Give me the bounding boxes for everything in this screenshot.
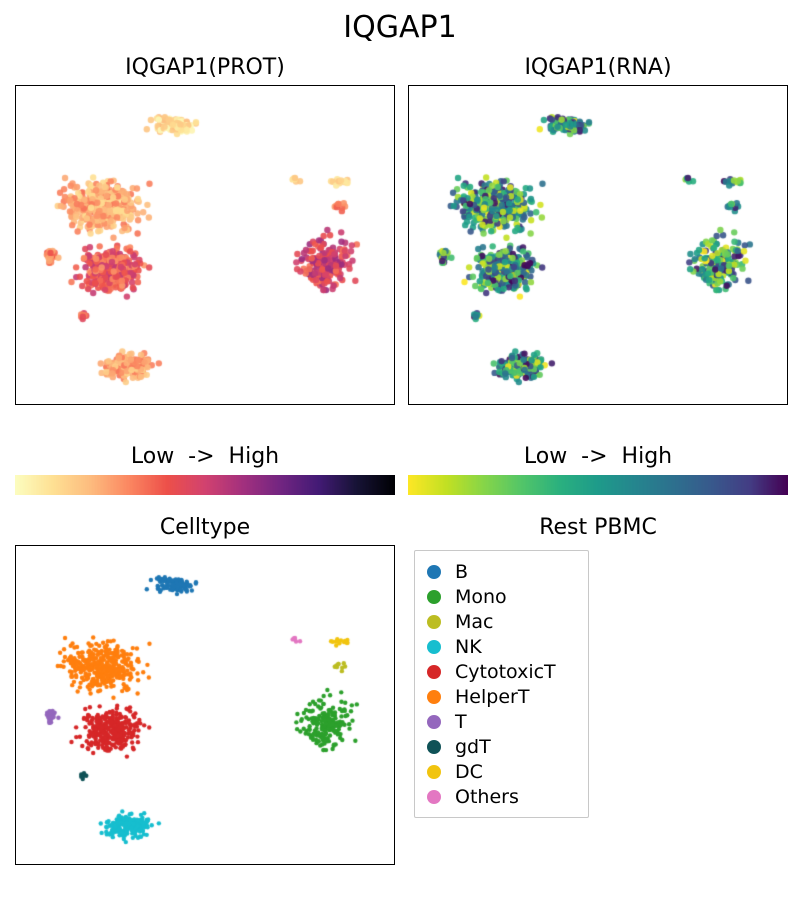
legend-item-label: Mono: [455, 586, 507, 608]
legend-item-mac: Mac: [427, 609, 576, 634]
legend-swatch-icon: [427, 590, 441, 604]
legend-item-label: T: [455, 711, 467, 733]
legend-panel-title: Rest PBMC: [408, 515, 788, 540]
rna-colorbar: [408, 475, 788, 495]
legend-item-mono: Mono: [427, 584, 576, 609]
legend-item-label: HelperT: [455, 686, 529, 708]
prot-scatter-canvas: [16, 86, 394, 404]
legend-swatch-icon: [427, 765, 441, 779]
celltype-scatter-canvas: [16, 546, 394, 864]
legend-item-others: Others: [427, 784, 576, 809]
legend-item-label: CytotoxicT: [455, 661, 556, 683]
rna-colorbar-label: Low -> High: [408, 444, 788, 469]
legend-swatch-icon: [427, 640, 441, 654]
legend-swatch-icon: [427, 740, 441, 754]
rna-scatter-panel: [408, 85, 788, 405]
legend-item-label: gdT: [455, 736, 491, 758]
legend-item-gdt: gdT: [427, 734, 576, 759]
legend-item-label: B: [455, 561, 468, 583]
prot-colorbar: [15, 475, 395, 495]
figure-suptitle: IQGAP1: [0, 10, 800, 45]
prot-scatter-panel: [15, 85, 395, 405]
legend-item-dc: DC: [427, 759, 576, 784]
legend-swatch-icon: [427, 565, 441, 579]
legend-item-label: Others: [455, 786, 519, 808]
legend-swatch-icon: [427, 665, 441, 679]
legend-swatch-icon: [427, 790, 441, 804]
legend-item-label: NK: [455, 636, 482, 658]
legend-swatch-icon: [427, 615, 441, 629]
rna-scatter-canvas: [409, 86, 787, 404]
legend-item-helpert: HelperT: [427, 684, 576, 709]
legend-item-t: T: [427, 709, 576, 734]
legend-item-b: B: [427, 559, 576, 584]
prot-colorbar-label: Low -> High: [15, 444, 395, 469]
legend-item-nk: NK: [427, 634, 576, 659]
celltype-panel-title: Celltype: [15, 515, 395, 540]
figure-root: IQGAP1 IQGAP1(PROT) IQGAP1(RNA) Low -> H…: [0, 0, 800, 900]
legend-swatch-icon: [427, 715, 441, 729]
legend-item-cytotoxict: CytotoxicT: [427, 659, 576, 684]
legend-item-label: Mac: [455, 611, 493, 633]
rna-panel-title: IQGAP1(RNA): [408, 55, 788, 80]
celltype-scatter-panel: [15, 545, 395, 865]
prot-panel-title: IQGAP1(PROT): [15, 55, 395, 80]
legend-swatch-icon: [427, 690, 441, 704]
celltype-legend: B Mono Mac NK CytotoxicT HelperT TgdT DC Others: [414, 550, 589, 818]
legend-item-label: DC: [455, 761, 483, 783]
